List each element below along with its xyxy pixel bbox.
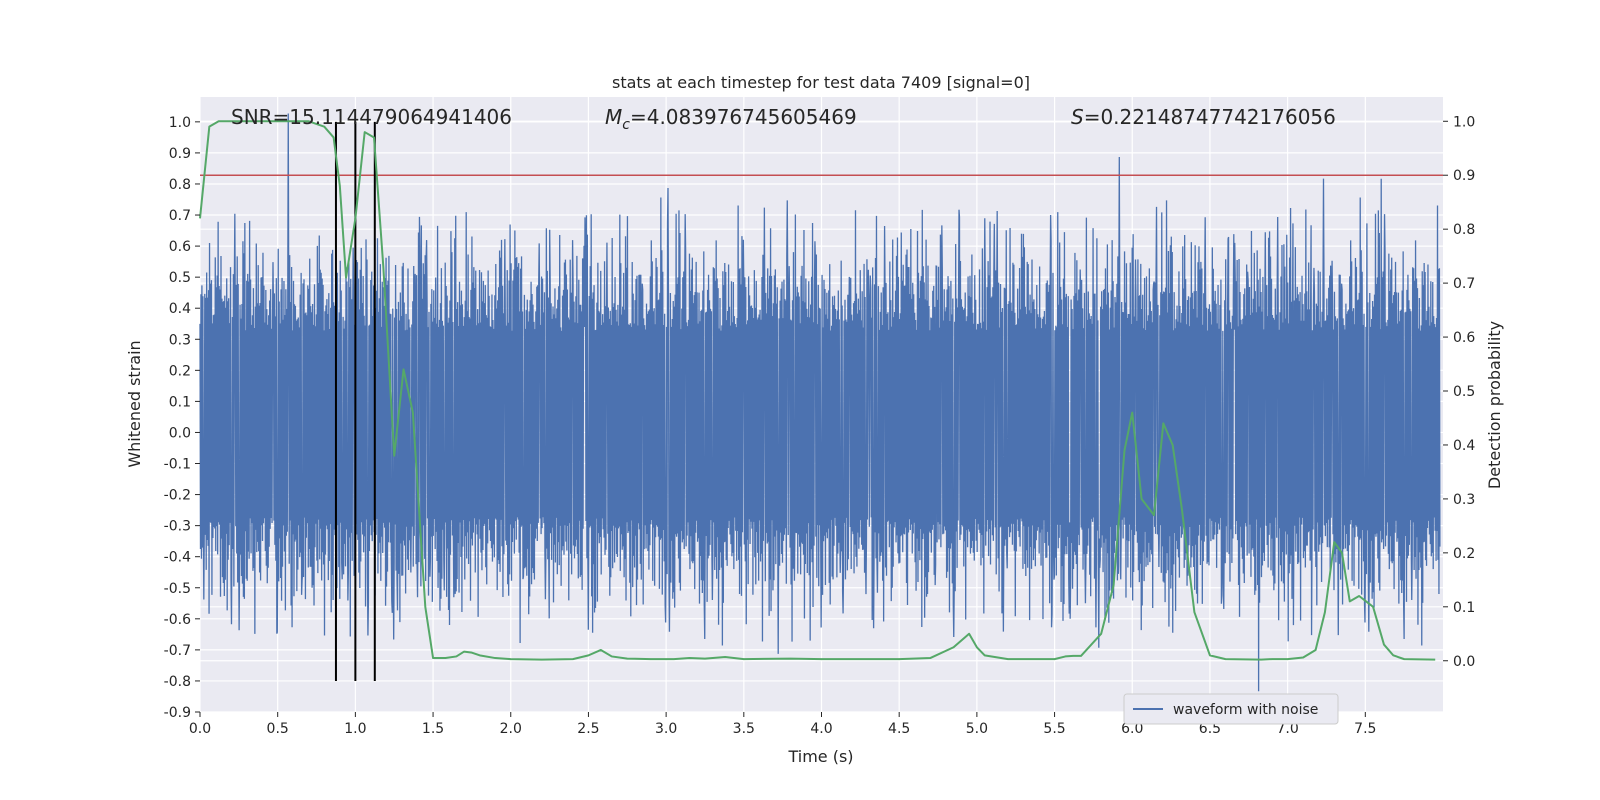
y2-tick-label: 0.9 (1453, 168, 1475, 184)
y-tick-label: 0.8 (169, 177, 191, 193)
x-tick-label: 0.5 (267, 721, 289, 737)
overlay-lines (200, 121, 1443, 681)
x-tick-label: 7.0 (1276, 721, 1298, 737)
y-tick-label: -0.7 (164, 643, 191, 659)
y-tick-label: 0.3 (169, 332, 191, 348)
y-tick-label: 0.7 (169, 208, 191, 224)
y2-axis-label: Detection probability (1485, 321, 1504, 489)
y2-tick-label: 0.6 (1453, 330, 1475, 346)
mc-value: =4.083976745605469 (630, 105, 857, 129)
y-tick-label: -0.2 (164, 488, 191, 504)
mc-symbol: M (605, 105, 622, 129)
y-tick-label: 0.1 (169, 394, 191, 410)
y2-tick-label: 0.4 (1453, 438, 1475, 454)
ticks: 0.0 0.5 1.0 1.5 2.0 2.5 3.0 3.5 4.0 4.5 5.0 5.5 6.0 6… (164, 114, 1476, 737)
x-tick-label: 1.0 (344, 721, 366, 737)
x-tick-label: 0.0 (189, 721, 211, 737)
x-axis-label: Time (s) (787, 747, 853, 766)
x-tick-label: 6.0 (1121, 721, 1143, 737)
y-tick-label: -0.4 (164, 550, 191, 566)
x-tick-label: 4.5 (888, 721, 910, 737)
y-tick-label: 0.5 (169, 270, 191, 286)
y-tick-label: 0.2 (169, 363, 191, 379)
mc-subscript: c (622, 117, 630, 133)
y2-tick-label: 0.8 (1453, 222, 1475, 238)
y-tick-label: -0.9 (164, 705, 191, 721)
waveform-series (199, 113, 1441, 692)
y2-tick-label: 0.3 (1453, 492, 1475, 508)
y2-tick-label: 0.2 (1453, 546, 1475, 562)
x-tick-label: 3.5 (733, 721, 755, 737)
probability-series (199, 120, 1436, 661)
s-symbol: S (1071, 105, 1084, 129)
legend: waveform with noise (1123, 693, 1339, 725)
mc-annotation: Mc=4.083976745605469 (605, 105, 857, 133)
y-tick-label: -0.6 (164, 612, 191, 628)
s-value: =0.22148747742176056 (1084, 105, 1336, 129)
legend-label: waveform with noise (1173, 702, 1318, 718)
y-tick-label: -0.1 (164, 457, 191, 473)
y-tick-label: -0.8 (164, 674, 191, 690)
y2-tick-label: 0.1 (1453, 600, 1475, 616)
y2-tick-label: 0.7 (1453, 276, 1475, 292)
y-tick-label: -0.3 (164, 519, 191, 535)
y-tick-label: 0.6 (169, 239, 191, 255)
y2-tick-label: 0.5 (1453, 384, 1475, 400)
x-tick-label: 3.0 (655, 721, 677, 737)
x-tick-label: 4.0 (810, 721, 832, 737)
chart-title: stats at each timestep for test data 740… (612, 73, 1030, 92)
x-tick-label: 5.0 (966, 721, 988, 737)
x-tick-label: 2.5 (577, 721, 599, 737)
snr-annotation: SNR=15.114479064941406 (231, 105, 512, 129)
x-tick-label: 7.5 (1354, 721, 1376, 737)
y2-tick-label: 1.0 (1453, 114, 1475, 130)
y-tick-label: 0.4 (169, 301, 191, 317)
y-tick-label: 1.0 (169, 115, 191, 131)
x-tick-label: 5.5 (1043, 721, 1065, 737)
x-tick-label: 6.5 (1199, 721, 1221, 737)
y-tick-label: 0.0 (169, 425, 191, 441)
y-axis-label: Whitened strain (125, 340, 144, 467)
x-tick-label: 2.0 (500, 721, 522, 737)
y2-tick-label: 0.0 (1453, 654, 1475, 670)
x-tick-label: 1.5 (422, 721, 444, 737)
detection-probability-line (199, 120, 1436, 661)
y-tick-label: -0.5 (164, 581, 191, 597)
y-tick-label: 0.9 (169, 146, 191, 162)
waveform-line (199, 113, 1441, 692)
legend-box (1123, 693, 1339, 725)
s-annotation: S=0.22148747742176056 (1071, 105, 1336, 129)
